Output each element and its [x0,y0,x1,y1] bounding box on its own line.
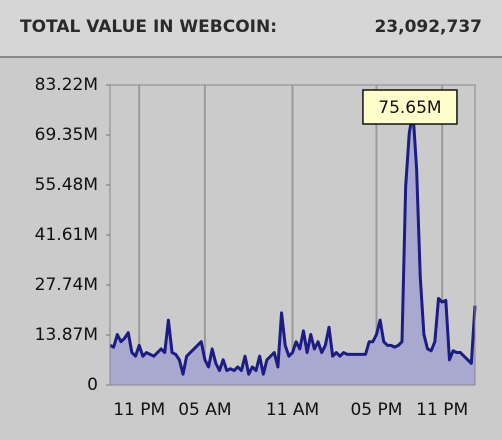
y-tick-label: 83.22M [35,75,98,95]
header-value: 23,092,737 [374,17,482,37]
tooltip-box [362,89,458,125]
area-fill [110,112,475,385]
tooltip-label: 75.65M [378,98,441,118]
header-band [0,0,502,56]
y-tick-label: 69.35M [35,125,98,145]
y-tick-label: 0 [87,375,98,395]
y-tick-label: 55.48M [35,175,98,195]
line [109,110,477,376]
y-tick-label: 27.74M [35,275,98,295]
plot-frame [109,84,476,386]
x-tick-label: 11 AM [266,400,319,420]
header-label: TOTAL VALUE IN WEBCOIN: [20,17,277,37]
x-tick-label: 05 PM [350,400,402,420]
y-tick-label: 41.61M [35,225,98,245]
x-tick-label: 05 AM [178,400,231,420]
y-tick-label: 13.87M [35,325,98,345]
x-tick-label: 11 PM [416,400,468,420]
x-tick-label: 11 PM [113,400,165,420]
